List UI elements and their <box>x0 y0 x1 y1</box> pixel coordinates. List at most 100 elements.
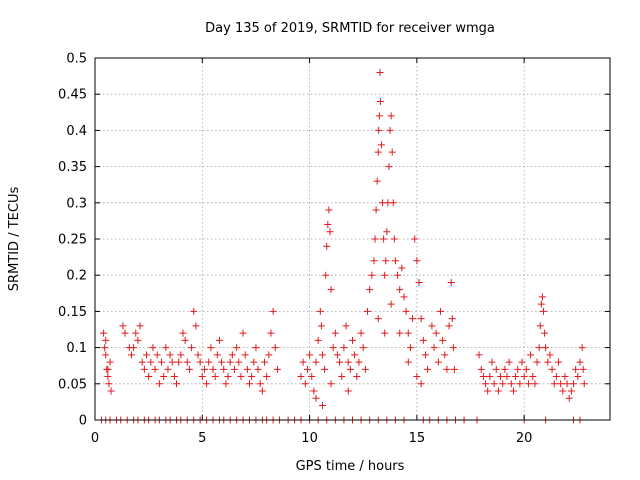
data-point <box>140 365 148 373</box>
data-point <box>306 351 314 359</box>
data-point <box>567 387 575 395</box>
data-point <box>314 336 322 344</box>
data-point <box>390 235 398 243</box>
data-point <box>497 373 505 381</box>
data-point <box>557 380 565 388</box>
data-point <box>572 365 580 373</box>
data-point <box>318 351 326 359</box>
data-point <box>371 235 379 243</box>
data-point <box>194 351 202 359</box>
data-point <box>375 112 383 120</box>
data-point <box>327 286 335 294</box>
data-point <box>381 329 389 337</box>
y-tick-label: 0.5 <box>66 52 87 67</box>
data-point <box>404 329 412 337</box>
data-point <box>162 344 170 352</box>
data-point <box>546 351 554 359</box>
data-point <box>269 307 277 315</box>
data-point <box>450 365 458 373</box>
data-point <box>552 373 560 381</box>
data-point <box>325 206 333 214</box>
data-point <box>488 358 496 366</box>
data-point <box>173 380 181 388</box>
data-point <box>482 380 490 388</box>
data-point <box>537 300 545 308</box>
data-point <box>499 380 507 388</box>
data-point <box>366 286 374 294</box>
data-point <box>196 358 204 366</box>
data-point <box>501 365 509 373</box>
x-tick-label: 20 <box>516 431 533 446</box>
data-point <box>338 373 346 381</box>
data-point <box>136 322 144 330</box>
data-point <box>239 329 247 337</box>
data-point <box>531 380 539 388</box>
data-point <box>331 329 339 337</box>
data-point <box>209 365 217 373</box>
data-point <box>107 387 115 395</box>
data-point <box>241 351 249 359</box>
data-point <box>361 365 369 373</box>
data-point <box>254 365 262 373</box>
data-point <box>396 329 404 337</box>
data-point <box>409 315 417 323</box>
data-point <box>398 264 406 272</box>
data-point <box>443 365 451 373</box>
data-point <box>344 387 352 395</box>
data-point <box>364 307 372 315</box>
x-tick-label: 0 <box>91 431 99 446</box>
data-point <box>391 257 399 265</box>
data-point <box>297 373 305 381</box>
data-point <box>299 358 307 366</box>
data-point <box>203 380 211 388</box>
data-point <box>518 358 526 366</box>
data-point <box>368 271 376 279</box>
x-tick-label: 15 <box>409 431 426 446</box>
data-point <box>168 358 176 366</box>
data-point <box>555 358 562 366</box>
data-point <box>207 344 215 352</box>
data-point <box>536 322 544 330</box>
data-point <box>430 344 438 352</box>
data-point <box>402 307 410 315</box>
data-point <box>340 344 348 352</box>
data-point <box>520 373 528 381</box>
data-point <box>539 307 547 315</box>
data-point <box>421 351 429 359</box>
data-point <box>494 387 502 395</box>
data-point <box>411 235 419 243</box>
data-point <box>419 336 427 344</box>
data-point <box>413 257 421 265</box>
data-point <box>138 358 146 366</box>
data-point <box>387 300 395 308</box>
data-point <box>529 373 537 381</box>
data-point <box>385 163 393 171</box>
data-point <box>503 373 511 381</box>
x-tick-labels: 0 5 10 15 20 <box>91 431 533 446</box>
data-point <box>396 286 404 294</box>
data-point <box>428 322 436 330</box>
data-point <box>550 380 558 388</box>
y-tick-label: 0.35 <box>58 160 87 175</box>
data-point <box>185 365 193 373</box>
data-point <box>132 329 140 337</box>
data-point <box>542 344 550 352</box>
y-tick-label: 0.4 <box>66 124 87 139</box>
data-point <box>417 315 425 323</box>
data-point <box>441 351 449 359</box>
data-point <box>445 322 453 330</box>
y-tick-label: 0 <box>79 414 87 429</box>
data-point <box>160 373 168 381</box>
data-point <box>145 373 153 381</box>
data-point <box>381 271 389 279</box>
y-tick-label: 0.1 <box>66 341 87 356</box>
data-point <box>373 177 381 185</box>
data-point <box>273 365 281 373</box>
data-point <box>127 351 135 359</box>
data-point <box>580 380 588 388</box>
data-point <box>228 351 236 359</box>
data-point <box>102 351 110 359</box>
data-point <box>102 336 110 344</box>
data-point <box>486 373 494 381</box>
data-point <box>574 373 582 381</box>
